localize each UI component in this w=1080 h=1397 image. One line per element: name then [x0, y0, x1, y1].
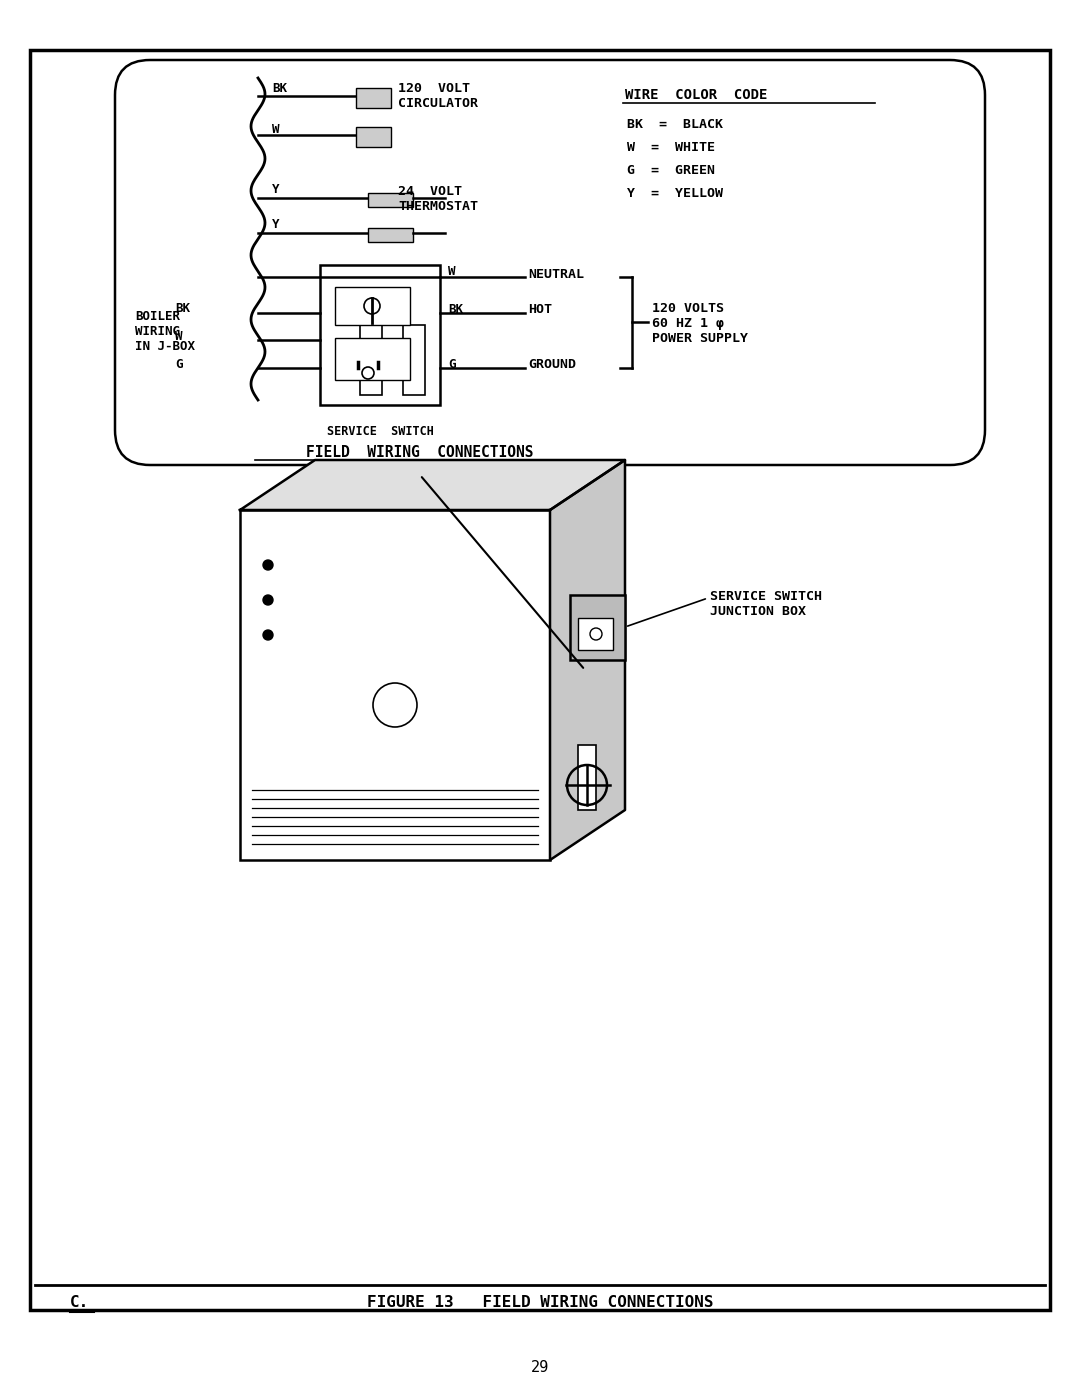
Polygon shape — [550, 460, 625, 861]
Bar — [320, 265, 440, 405]
Bar — [356, 88, 391, 108]
Bar — [578, 745, 596, 810]
Bar — [335, 286, 410, 326]
Text: Y  =  YELLOW: Y = YELLOW — [627, 187, 723, 200]
Text: 24  VOLT
THERMOSTAT: 24 VOLT THERMOSTAT — [399, 184, 478, 212]
Text: HOT: HOT — [528, 303, 552, 316]
Circle shape — [264, 560, 273, 570]
Text: 120  VOLT
CIRCULATOR: 120 VOLT CIRCULATOR — [399, 82, 478, 110]
Bar — [360, 326, 382, 395]
FancyBboxPatch shape — [114, 60, 985, 465]
Text: 29: 29 — [531, 1361, 549, 1375]
Text: G: G — [448, 358, 456, 372]
Text: FIELD  WIRING  CONNECTIONS: FIELD WIRING CONNECTIONS — [307, 446, 534, 460]
Polygon shape — [240, 460, 625, 510]
Text: BOILER
WIRING
IN J-BOX: BOILER WIRING IN J-BOX — [135, 310, 195, 353]
Text: NEUTRAL: NEUTRAL — [528, 268, 584, 281]
Text: W: W — [448, 265, 456, 278]
Bar — [578, 617, 613, 650]
Text: BK: BK — [448, 303, 463, 316]
Bar — [403, 326, 426, 395]
Bar — [368, 228, 413, 242]
Bar — [335, 338, 410, 380]
Circle shape — [264, 595, 273, 605]
Bar — [570, 595, 625, 659]
Text: SERVICE SWITCH
JUNCTION BOX: SERVICE SWITCH JUNCTION BOX — [710, 590, 822, 617]
Text: W: W — [272, 123, 280, 136]
Text: G  =  GREEN: G = GREEN — [627, 163, 715, 177]
Text: WIRE  COLOR  CODE: WIRE COLOR CODE — [625, 88, 768, 102]
Text: BK: BK — [175, 302, 190, 314]
Bar — [368, 193, 413, 207]
Text: GROUND: GROUND — [528, 358, 576, 372]
Bar — [356, 127, 391, 147]
Text: SERVICE  SWITCH: SERVICE SWITCH — [326, 425, 433, 439]
Text: Y: Y — [272, 218, 280, 231]
Text: W  =  WHITE: W = WHITE — [627, 141, 715, 154]
Text: G: G — [175, 358, 183, 372]
Bar — [240, 510, 550, 861]
Circle shape — [264, 630, 273, 640]
Text: FIGURE 13   FIELD WIRING CONNECTIONS: FIGURE 13 FIELD WIRING CONNECTIONS — [367, 1295, 713, 1310]
Text: 120 VOLTS
60 HZ 1 φ
POWER SUPPLY: 120 VOLTS 60 HZ 1 φ POWER SUPPLY — [652, 302, 748, 345]
Text: W: W — [175, 330, 183, 344]
Text: BK: BK — [272, 82, 287, 95]
Text: Y: Y — [272, 183, 280, 196]
Text: C.: C. — [70, 1295, 90, 1310]
Text: BK  =  BLACK: BK = BLACK — [627, 117, 723, 131]
